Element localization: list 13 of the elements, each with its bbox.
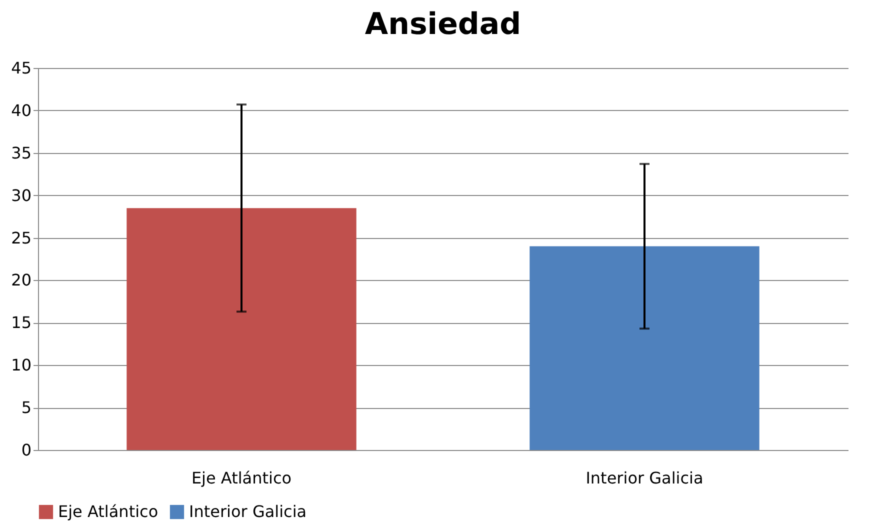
legend-label: Interior Galicia <box>189 502 307 521</box>
legend-label: Eje Atlántico <box>58 502 158 521</box>
y-tick-label: 20 <box>11 270 32 290</box>
y-tick-label: 5 <box>21 398 32 418</box>
y-tick-label: 25 <box>11 228 32 248</box>
y-tick-label: 10 <box>11 356 32 375</box>
chart-title: Ansiedad <box>364 7 522 42</box>
y-tick-label: 30 <box>11 186 32 205</box>
y-tick-label: 45 <box>11 58 32 78</box>
y-tick-label: 40 <box>11 100 32 120</box>
y-tick-label: 0 <box>21 440 32 460</box>
y-tick-label: 35 <box>11 143 32 162</box>
y-tick-label: 15 <box>11 313 32 332</box>
